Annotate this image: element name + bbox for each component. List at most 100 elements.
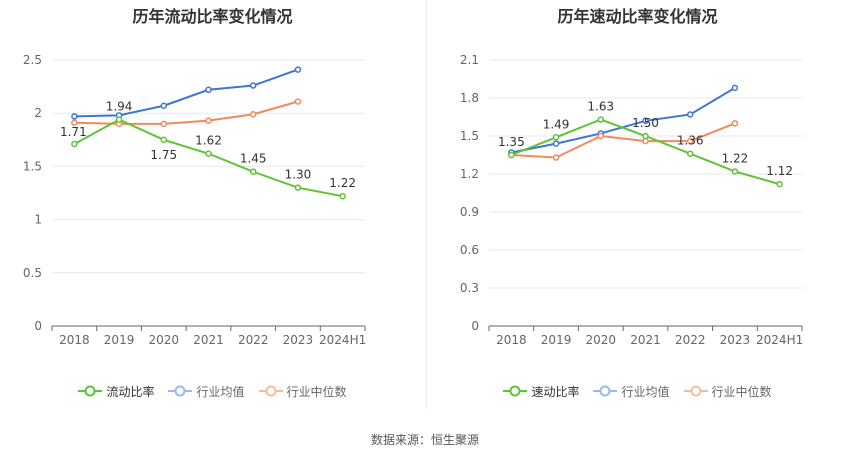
data-point xyxy=(205,150,212,157)
data-point xyxy=(294,66,302,73)
line-marker-icon xyxy=(78,385,103,397)
data-label: 1.49 xyxy=(543,117,570,131)
y-tick-label: 0.3 xyxy=(460,281,479,295)
data-label: 1.22 xyxy=(722,151,749,165)
data-point xyxy=(642,137,649,145)
data-label: 1.94 xyxy=(106,100,133,114)
legend-item-industry-mean[interactable]: 行业均值 xyxy=(168,383,245,400)
data-label: 1.22 xyxy=(329,176,356,190)
data-point xyxy=(71,113,78,120)
data-point xyxy=(205,86,212,94)
series-line xyxy=(73,118,343,198)
data-point xyxy=(160,136,168,144)
legend-item-quick-ratio[interactable]: 速动比率 xyxy=(503,383,579,400)
data-point xyxy=(249,111,257,118)
data-point xyxy=(339,192,346,200)
legend-label: 行业中位数 xyxy=(711,384,772,399)
data-point xyxy=(249,168,257,175)
x-tick-label: 2019 xyxy=(541,333,572,347)
data-label: 1.62 xyxy=(195,134,222,148)
x-tick-label: 2023 xyxy=(283,333,314,347)
x-tick-label: 2018 xyxy=(59,333,90,347)
data-label: 1.50 xyxy=(632,116,659,130)
x-tick-label: 2022 xyxy=(675,333,706,347)
data-point xyxy=(731,120,739,127)
data-label: 1.75 xyxy=(150,148,177,162)
legend-item-industry-median[interactable]: 行业中位数 xyxy=(258,383,347,400)
legend-label: 流动比率 xyxy=(106,384,155,399)
x-tick-label: 2021 xyxy=(630,333,661,347)
data-point xyxy=(294,184,302,191)
data-label: 1.30 xyxy=(285,168,312,182)
x-tick-label: 2020 xyxy=(586,333,617,347)
legend-item-industry-mean[interactable]: 行业均值 xyxy=(593,383,670,400)
x-tick-label: 2022 xyxy=(238,333,269,347)
x-tick-label: 2023 xyxy=(720,333,751,347)
legend-item-industry-median[interactable]: 行业中位数 xyxy=(683,383,772,400)
data-point xyxy=(71,140,78,148)
panel-divider xyxy=(426,0,427,410)
y-tick-label: 1.8 xyxy=(460,91,479,105)
line-marker-icon xyxy=(683,385,708,397)
y-tick-label: 1 xyxy=(34,213,42,227)
data-point xyxy=(642,117,649,125)
y-tick-label: 2.5 xyxy=(23,53,42,67)
data-point xyxy=(552,154,560,161)
data-label: 1.63 xyxy=(587,100,614,114)
line-marker-icon xyxy=(168,385,193,397)
line-marker-icon xyxy=(503,385,528,397)
current-ratio-plot: 0 0.5 1 1.5 2 2.5 2018 2019 2020 2021 2022 2023 2024… xyxy=(23,53,366,347)
data-label: 1.71 xyxy=(60,125,87,139)
y-tick-label: 1.5 xyxy=(23,159,42,173)
y-tick-label: 1.2 xyxy=(460,167,479,181)
data-label: 1.35 xyxy=(498,135,525,149)
data-point xyxy=(597,116,605,123)
y-tick-label: 0 xyxy=(34,319,42,333)
y-tick-label: 0 xyxy=(471,319,479,333)
x-tick-label: 2018 xyxy=(496,333,527,347)
data-point xyxy=(205,117,212,124)
data-point xyxy=(552,140,560,147)
data-label: 1.45 xyxy=(240,152,267,166)
y-tick-label: 1.5 xyxy=(460,129,479,143)
y-tick-label: 2.1 xyxy=(460,53,479,67)
line-marker-icon xyxy=(593,385,618,397)
x-tick-label: 2024H1 xyxy=(756,333,803,347)
legend: 速动比率 行业均值 行业中位数 xyxy=(425,382,850,400)
quick-ratio-plot: 0 0.3 0.6 0.9 1.2 1.5 1.8 2.1 2018 2019 2020 2021 20… xyxy=(460,53,803,347)
line-marker-icon xyxy=(258,385,283,397)
data-point xyxy=(686,137,694,145)
x-tick-label: 2020 xyxy=(149,333,180,347)
data-point xyxy=(776,180,783,188)
data-point xyxy=(686,111,694,118)
y-tick-label: 0.6 xyxy=(460,243,479,257)
current-ratio-chart: 历年流动比率变化情况 0 0.5 1 1.5 2 2.5 2018 2019 2020 2021 2… xyxy=(0,0,425,410)
data-point xyxy=(294,98,302,105)
x-tick-label: 2024H1 xyxy=(319,333,366,347)
legend: 流动比率 行业均值 行业中位数 xyxy=(0,382,425,400)
legend-label: 速动比率 xyxy=(531,384,580,399)
data-label: 1.36 xyxy=(677,134,704,148)
series-line xyxy=(511,122,736,159)
series-line xyxy=(74,68,299,118)
data-point xyxy=(731,84,739,92)
data-point xyxy=(71,119,78,127)
data-point xyxy=(552,134,560,141)
legend-label: 行业均值 xyxy=(621,384,670,399)
legend-item-current-ratio[interactable]: 流动比率 xyxy=(78,383,154,400)
quick-ratio-chart: 历年速动比率变化情况 0 0.3 0.6 0.9 1.2 1.5 1.8 2.1 2018 201… xyxy=(425,0,850,410)
y-tick-label: 2 xyxy=(34,106,42,120)
data-point xyxy=(508,151,515,159)
chart-title: 历年速动比率变化情况 xyxy=(557,7,718,26)
data-source: 数据来源：恒生聚源 xyxy=(370,433,479,447)
data-point xyxy=(597,132,605,140)
x-tick-label: 2019 xyxy=(104,333,135,347)
x-tick-label: 2021 xyxy=(193,333,224,347)
data-point xyxy=(160,120,168,128)
data-point xyxy=(731,168,739,175)
data-label: 1.12 xyxy=(766,164,793,178)
data-point xyxy=(249,82,257,89)
data-point xyxy=(115,116,123,123)
chart-title: 历年流动比率变化情况 xyxy=(132,7,293,26)
data-point xyxy=(642,132,649,140)
